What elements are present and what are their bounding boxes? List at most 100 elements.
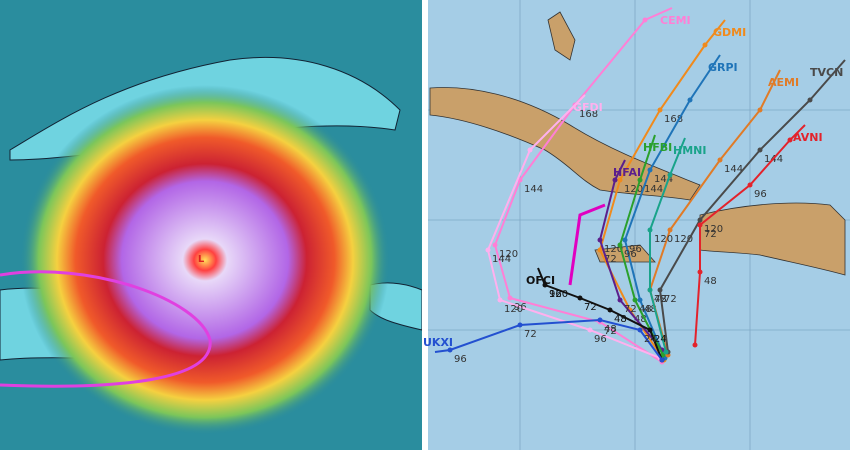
track-point	[542, 282, 548, 288]
track-point	[787, 137, 793, 143]
low-label: L	[198, 254, 205, 265]
track-point	[697, 269, 703, 275]
hour-label: 72	[524, 329, 537, 340]
jamaica	[594, 244, 656, 263]
hour-label: 96	[594, 334, 607, 345]
hour-label: 144	[492, 254, 511, 265]
track-point	[637, 177, 643, 183]
hour-label: 72	[584, 302, 597, 313]
track-point	[647, 287, 653, 293]
hour-label: 48	[604, 324, 617, 335]
track-point	[597, 247, 603, 253]
model-label: CEMI	[660, 14, 691, 27]
hour-label: 120	[504, 304, 523, 315]
track-point	[702, 42, 708, 48]
divider	[422, 0, 428, 450]
arrow	[568, 203, 606, 286]
track-point	[637, 327, 643, 333]
track-point	[657, 107, 663, 113]
hour-label: 120	[499, 249, 518, 260]
model-label: TVCN	[810, 66, 843, 79]
hour-label: 144	[654, 174, 673, 185]
hour-label: 72	[604, 326, 617, 337]
track-point	[659, 357, 665, 363]
track-point	[485, 247, 491, 253]
hour-label: 24	[644, 334, 657, 345]
model-wind-panel: L	[0, 0, 423, 450]
hour-label: 96	[624, 249, 637, 260]
track-point	[657, 287, 663, 293]
hour-label: 48	[614, 314, 627, 325]
hour-label: 120	[604, 244, 623, 255]
hour-label: 24	[654, 334, 667, 345]
hour-label: 48	[644, 304, 657, 315]
track-point	[617, 177, 623, 183]
track-point	[667, 227, 673, 233]
hour-label: 168	[579, 109, 598, 120]
model-label: AEMI	[768, 76, 799, 89]
track-line	[537, 267, 663, 361]
hour-label: 96	[754, 189, 767, 200]
hour-label: 48	[634, 314, 647, 325]
model-label: GFDI	[573, 101, 603, 114]
track-point	[632, 297, 638, 303]
track-point	[642, 17, 648, 23]
track-point	[637, 297, 643, 303]
track-point	[447, 347, 453, 353]
track-point	[663, 349, 669, 355]
track-point	[517, 322, 523, 328]
hour-label: 72	[654, 294, 667, 305]
model-label: GDMI	[713, 26, 746, 39]
hour-label: 120	[674, 234, 693, 245]
track-point	[807, 97, 813, 103]
track-point	[647, 327, 653, 333]
track-curve	[0, 270, 212, 388]
hour-label: 144	[524, 184, 543, 195]
hour-label: 120	[704, 224, 723, 235]
model-label: HFAI	[613, 166, 641, 179]
hour-label: 144	[724, 164, 743, 175]
track-point	[607, 307, 613, 313]
track-point	[577, 295, 583, 301]
track-point	[692, 342, 698, 348]
hour-label: 48	[704, 276, 717, 287]
track-point	[747, 182, 753, 188]
hour-label: 120	[654, 234, 673, 245]
track-point	[757, 107, 763, 113]
model-label: HMNI	[673, 144, 706, 157]
hispaniola	[699, 202, 846, 276]
track-line	[658, 59, 846, 353]
track-point	[492, 242, 498, 248]
track-panel: 7296120144168CEMI96120144GFDI4872120168G…	[423, 0, 850, 450]
hour-label: 120	[624, 184, 643, 195]
hour-label: 168	[664, 114, 683, 125]
track-point	[697, 222, 703, 228]
model-label: OFCI	[526, 274, 555, 287]
track-point	[647, 167, 653, 173]
model-label: AVNI	[793, 131, 823, 144]
track-line	[493, 7, 673, 363]
track-point	[622, 237, 628, 243]
hour-label: 48	[639, 304, 652, 315]
model-label: HFBI	[643, 141, 672, 154]
track-point	[507, 295, 513, 301]
model-label: UKXI	[423, 336, 453, 349]
track-line	[434, 318, 663, 361]
track-line	[694, 124, 806, 346]
hour-label: 72	[664, 294, 677, 305]
track-point	[647, 227, 653, 233]
bahamas	[547, 11, 576, 61]
hurricane	[20, 85, 390, 435]
track-point	[597, 317, 603, 323]
hour-label: 72	[624, 304, 637, 315]
track-point	[667, 172, 673, 178]
track-point	[597, 237, 603, 243]
track-point	[497, 297, 503, 303]
hour-label: 96	[549, 289, 562, 300]
hour-label: 96	[629, 244, 642, 255]
track-point	[757, 147, 763, 153]
hour-label: 96	[454, 354, 467, 365]
track-point	[717, 157, 723, 163]
